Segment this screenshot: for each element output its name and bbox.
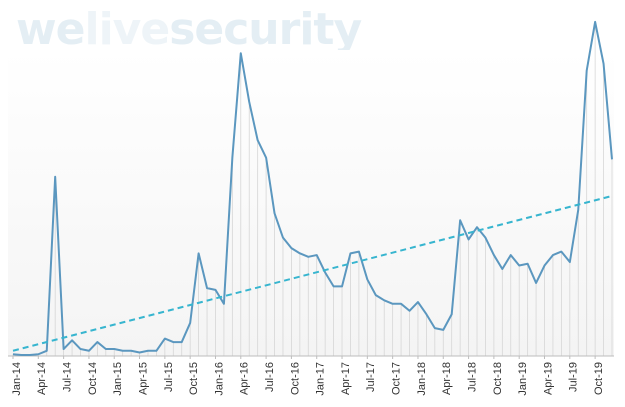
x-tick-label: Apr-16 (239, 362, 251, 395)
x-tick-label: Apr-18 (441, 362, 453, 395)
x-tick-label: Oct-15 (188, 362, 200, 395)
x-tick-label: Jul-15 (163, 362, 175, 392)
x-tick-label: Oct-17 (391, 362, 403, 395)
x-tick-label: Jul-19 (568, 362, 580, 392)
drop-lines (12, 21, 613, 356)
x-axis-ticks (12, 356, 596, 359)
x-tick-label: Apr-19 (542, 362, 554, 395)
x-tick-label: Jul-16 (264, 362, 276, 392)
main-series-line (12, 20, 613, 356)
trend-line (12, 194, 613, 352)
x-tick-label: Oct-16 (289, 362, 301, 395)
welivesecurity-watermark-logo: welivesecurity (16, 4, 362, 55)
x-tick-label: Apr-14 (36, 362, 48, 395)
x-tick-label: Jul-14 (62, 362, 74, 392)
x-tick-label: Jan-14 (11, 362, 23, 396)
x-tick-label: Oct-14 (87, 362, 99, 395)
watermark-part-live: live (84, 4, 171, 55)
watermark-part-security: security (169, 4, 362, 55)
watermark-part-we: we (16, 4, 85, 55)
x-tick-label: Apr-15 (137, 362, 149, 395)
x-tick-label: Jan-16 (213, 362, 225, 396)
x-tick-label: Jul-17 (365, 362, 377, 392)
x-tick-label: Jan-18 (416, 362, 428, 396)
x-tick-label: Jan-15 (112, 362, 124, 396)
x-tick-label: Oct-19 (593, 362, 605, 395)
x-tick-label: Jan-17 (315, 362, 327, 396)
x-tick-label: Jan-19 (517, 362, 529, 396)
x-tick-label: Oct-18 (492, 362, 504, 395)
x-tick-label: Jul-18 (466, 362, 478, 392)
plot-background (8, 50, 614, 356)
x-axis-tick-labels: Jan-14 Apr-14 Jul-14 Oct-14 Jan-15 Apr-15 Jul-… (11, 362, 605, 396)
x-tick-label: Apr-17 (340, 362, 352, 395)
